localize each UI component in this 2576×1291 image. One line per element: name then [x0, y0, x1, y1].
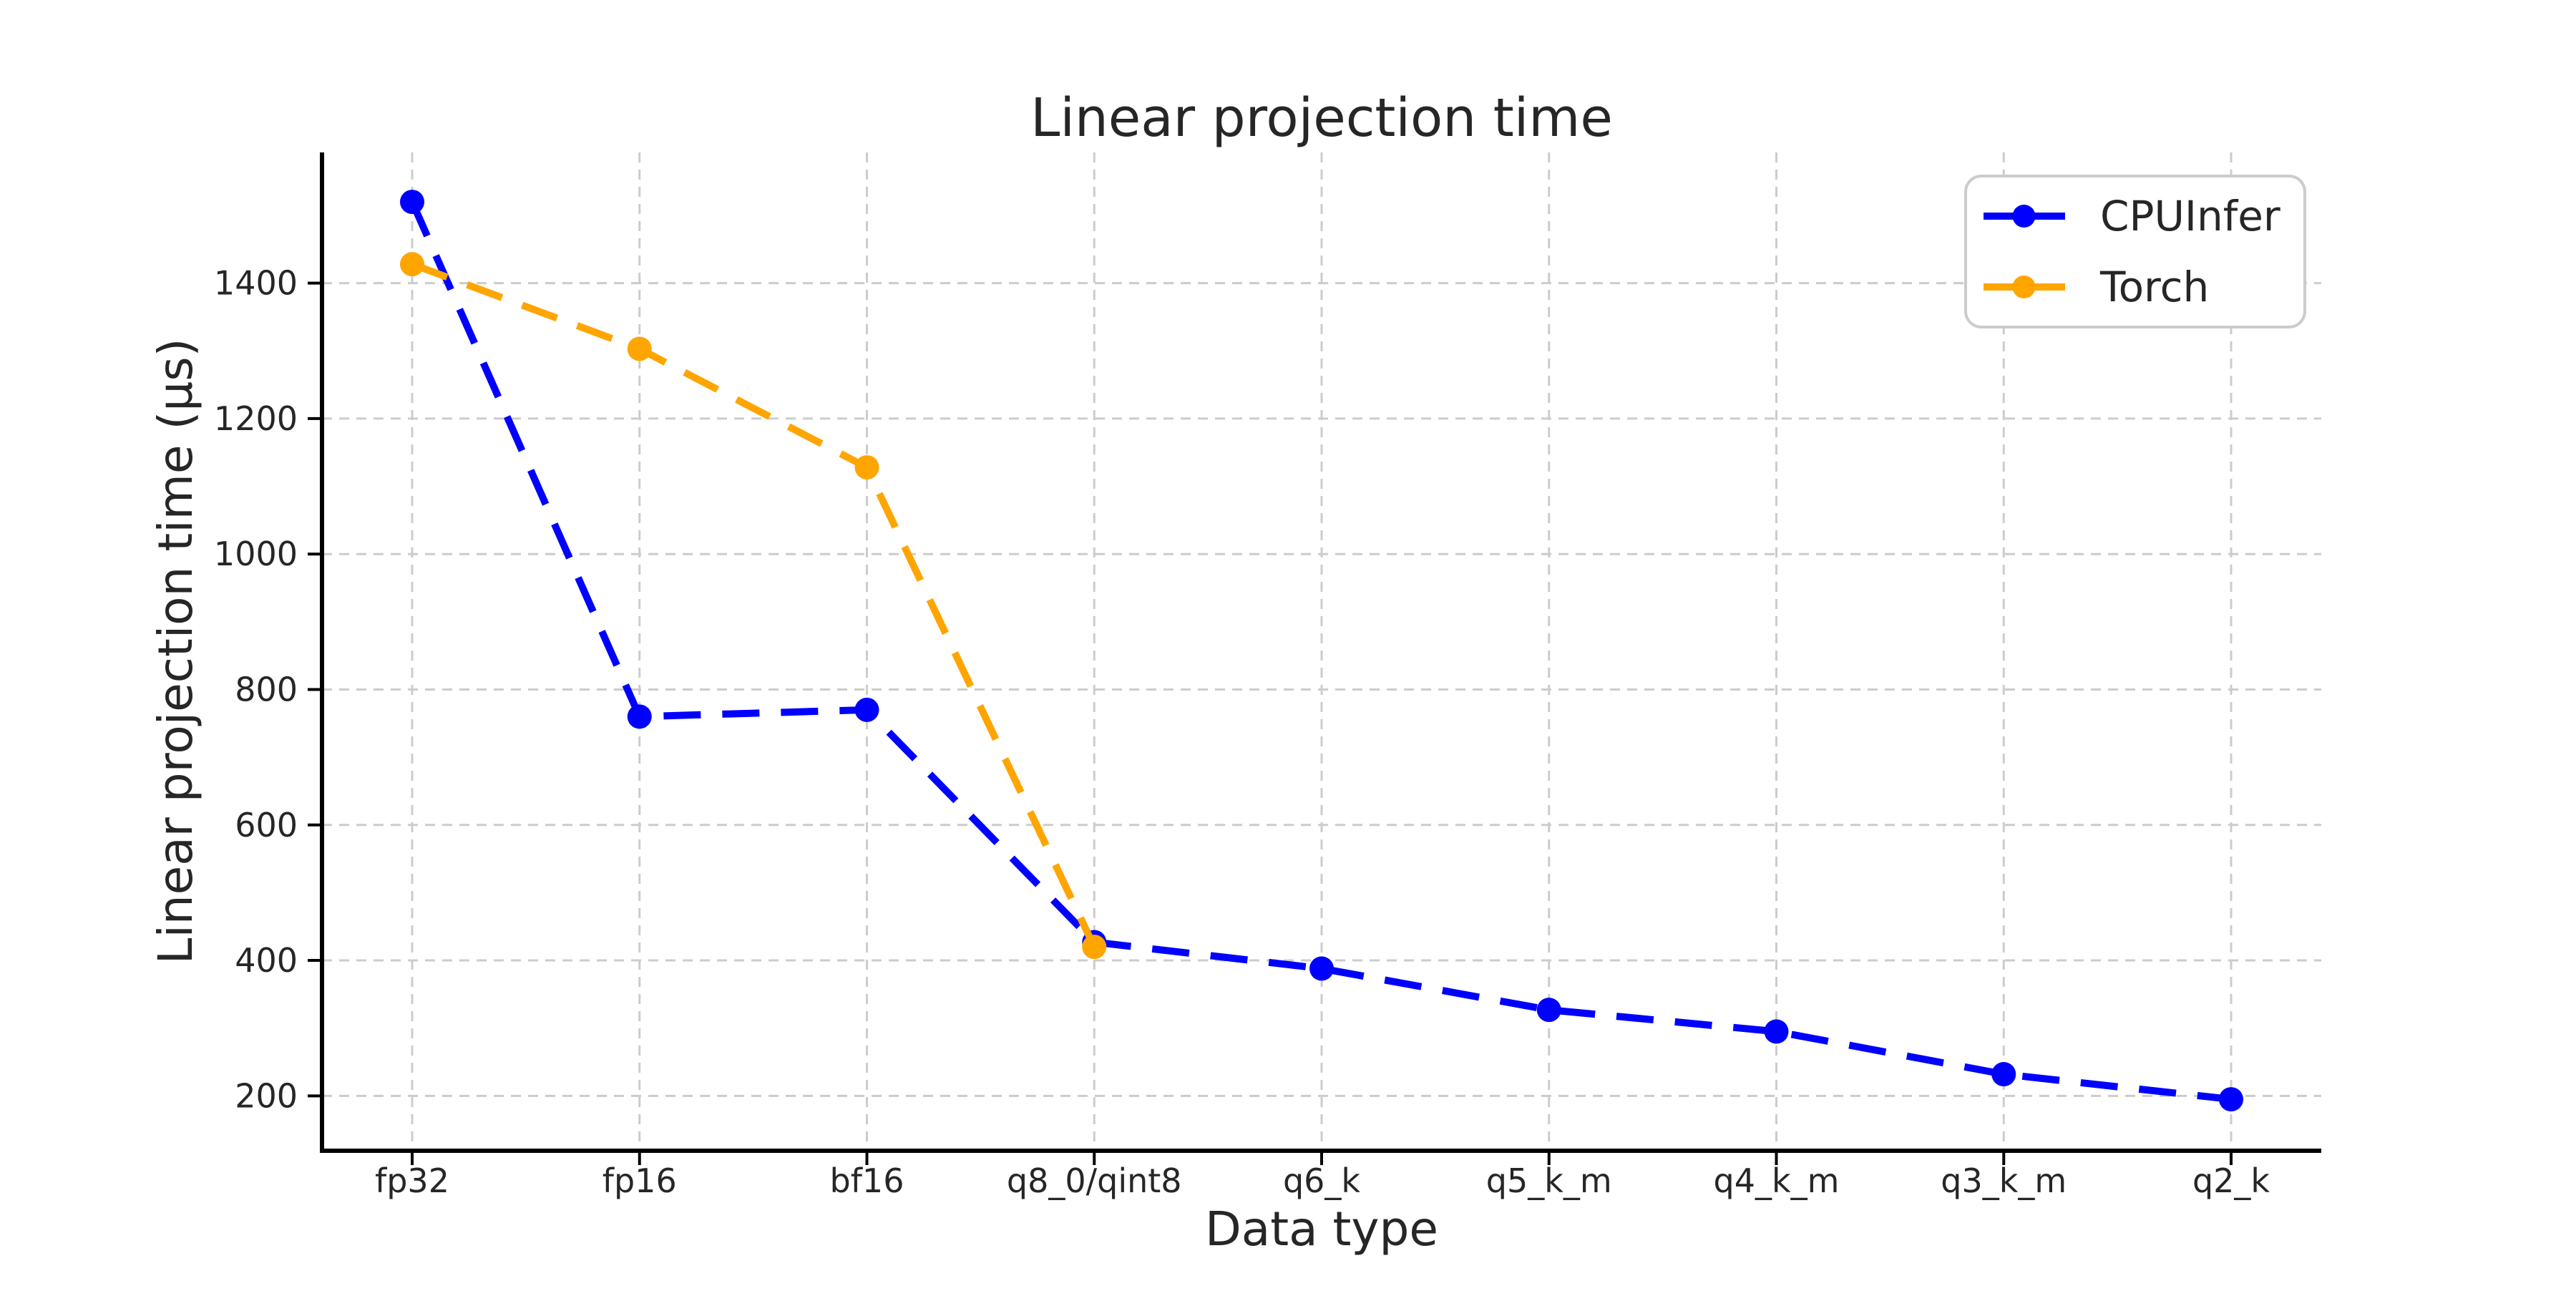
x-axis-label: Data type [1205, 1202, 1438, 1257]
cpuinfer-marker [627, 704, 652, 729]
cpuinfer-marker [1764, 1019, 1789, 1044]
x-tick-label: q8_0/qint8 [1007, 1161, 1182, 1200]
x-tick-label: q2_k [2192, 1161, 2270, 1200]
legend: CPUInfer Torch [1964, 175, 2306, 328]
x-tick-label: q5_k_m [1486, 1161, 1612, 1200]
y-axis-label: Linear projection time (µs) [148, 338, 203, 965]
torch-line [411, 260, 1098, 949]
cpuinfer-marker [854, 697, 879, 722]
y-tick-label: 1400 [214, 264, 298, 303]
legend-label: Torch [2099, 263, 2209, 311]
cpuinfer-marker [400, 190, 424, 215]
torch-marker [627, 336, 652, 361]
series-cpuinfer [400, 190, 2243, 1112]
axis-layer: 200 400 600 800 1000 1200 1400 fp32 fp16 bf16 q8_0… [214, 152, 2321, 1200]
y-tick-label: 200 [235, 1076, 298, 1115]
y-tick-label: 800 [235, 670, 298, 708]
x-tick-label: fp16 [602, 1161, 677, 1200]
chart-title: Linear projection time [1030, 87, 1613, 149]
x-tick-label: q3_k_m [1941, 1161, 2067, 1200]
cpuinfer-marker [1536, 998, 1561, 1023]
x-tick-label: q4_k_m [1714, 1161, 1840, 1200]
x-tick-label: fp32 [375, 1161, 449, 1200]
x-tick-label: q6_k [1283, 1161, 1360, 1200]
torch-marker [1082, 935, 1107, 960]
legend-entry-cpuinfer: CPUInfer [1984, 192, 2280, 240]
y-tick-label: 600 [235, 806, 298, 844]
series-torch [400, 252, 1107, 960]
series-layer [400, 190, 2243, 1112]
torch-marker [400, 252, 424, 277]
y-tick-label: 1000 [214, 535, 298, 573]
cpuinfer-marker [1309, 956, 1334, 981]
legend-label: CPUInfer [2100, 192, 2280, 240]
y-tick-label: 400 [235, 941, 298, 980]
x-tick-label: bf16 [830, 1161, 904, 1200]
cpuinfer-line [409, 200, 2232, 1104]
y-tick-label: 1200 [214, 399, 298, 438]
cpuinfer-marker [1991, 1062, 2016, 1087]
legend-sample-marker [2012, 276, 2036, 298]
cpuinfer-marker [2219, 1087, 2243, 1112]
legend-sample-marker [2012, 205, 2036, 228]
legend-entry-torch: Torch [1984, 263, 2209, 311]
torch-marker [854, 455, 879, 480]
